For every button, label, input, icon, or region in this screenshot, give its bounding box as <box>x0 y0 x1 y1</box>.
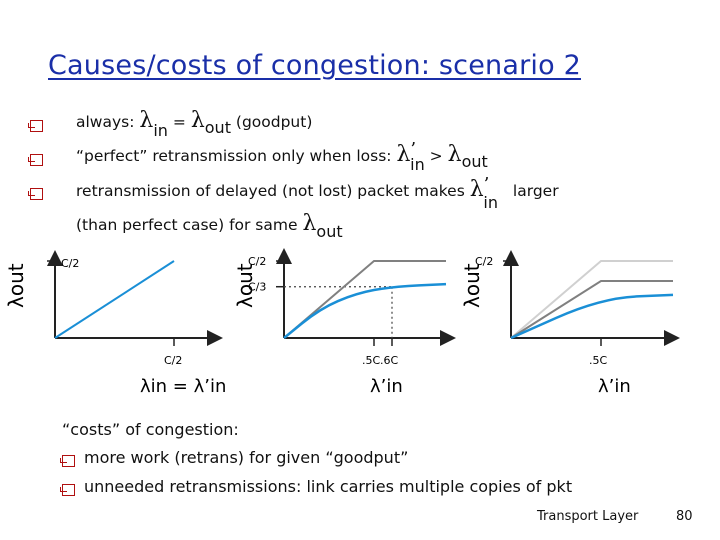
chart2-ideal-series <box>283 260 446 339</box>
lambda-symbol: λ <box>396 142 411 167</box>
subscript-in: in <box>483 193 498 212</box>
chart1-y-tick-label: C/2 <box>61 257 79 270</box>
bullet-checkbox-icon <box>28 188 43 200</box>
chart3-x-tick-label: .5C <box>589 354 607 367</box>
bullet-delayed-line2: (than perfect case) for same λout <box>76 211 343 241</box>
chart3-ideal-series <box>510 260 673 339</box>
subscript-out: out <box>204 118 231 137</box>
chart2-x-tick-label: .5C <box>362 354 380 367</box>
chart1-series-line <box>54 260 175 339</box>
chart2-y-tick-label: C/3 <box>248 281 266 294</box>
bullet-delayed: retransmission of delayed (not lost) pac… <box>76 174 559 212</box>
footer-label: Transport Layer <box>537 509 639 524</box>
lambda-symbol: λ <box>190 108 205 133</box>
page-number: 80 <box>676 509 693 524</box>
bullet-perfect: “perfect” retransmission only when loss:… <box>76 139 488 174</box>
bullet-text: retransmission of delayed (not lost) pac… <box>76 182 465 200</box>
chart1-x-label: λin = λ’in <box>140 376 226 397</box>
chart3-x-label: λ’in <box>598 376 631 397</box>
prime-mark: ’ <box>410 139 417 160</box>
bullet-checkbox-icon <box>28 120 43 132</box>
equals-sign: = <box>172 113 186 131</box>
chart3-actual-series <box>510 293 674 340</box>
greater-than-sign: > <box>429 147 443 165</box>
subscript-out: out <box>461 152 488 171</box>
bullet-checkbox-icon <box>60 484 75 496</box>
lambda-symbol: λ <box>447 142 462 167</box>
subscript-in: in <box>153 121 168 140</box>
cost-item-more-work: more work (retrans) for given “goodput” <box>84 448 409 467</box>
chart2-y-label: λout <box>233 263 257 308</box>
chart1-y-label: λout <box>4 263 28 308</box>
costs-heading: “costs” of congestion: <box>62 420 239 439</box>
chart3-y-tick-label: C/2 <box>475 255 493 268</box>
bullet-text: (than perfect case) for same <box>76 216 298 234</box>
subscript-in: in <box>410 155 425 174</box>
larger-word: larger <box>512 182 559 200</box>
bullet-checkbox-icon <box>60 455 75 467</box>
bullet-always: always: λin = λout (goodput) <box>76 108 313 140</box>
bullet-checkbox-icon <box>28 154 43 166</box>
lambda-symbol: λ <box>302 211 317 236</box>
lambda-symbol: λ <box>469 177 484 202</box>
goodput-note: (goodput) <box>235 113 313 131</box>
chart2-actual-series <box>283 282 447 339</box>
cost-item-unneeded-retrans: unneeded retransmissions: link carries m… <box>84 477 573 496</box>
chart2-x-tick-label: .6C <box>380 354 398 367</box>
chart1-x-tick-label: C/2 <box>164 354 182 367</box>
chart2-y-tick-label: C/2 <box>248 255 266 268</box>
slide-title: Causes/costs of congestion: scenario 2 <box>48 50 581 81</box>
lambda-symbol: λ <box>139 108 154 133</box>
chart2-x-label: λ’in <box>370 376 403 397</box>
subscript-out: out <box>316 222 343 241</box>
bullet-text: “perfect” retransmission only when loss: <box>76 147 392 165</box>
bullet-text: always: <box>76 113 135 131</box>
prime-mark: ’ <box>483 174 490 195</box>
chart3-y-label: λout <box>460 263 484 308</box>
chart3-mid-series <box>510 280 673 339</box>
